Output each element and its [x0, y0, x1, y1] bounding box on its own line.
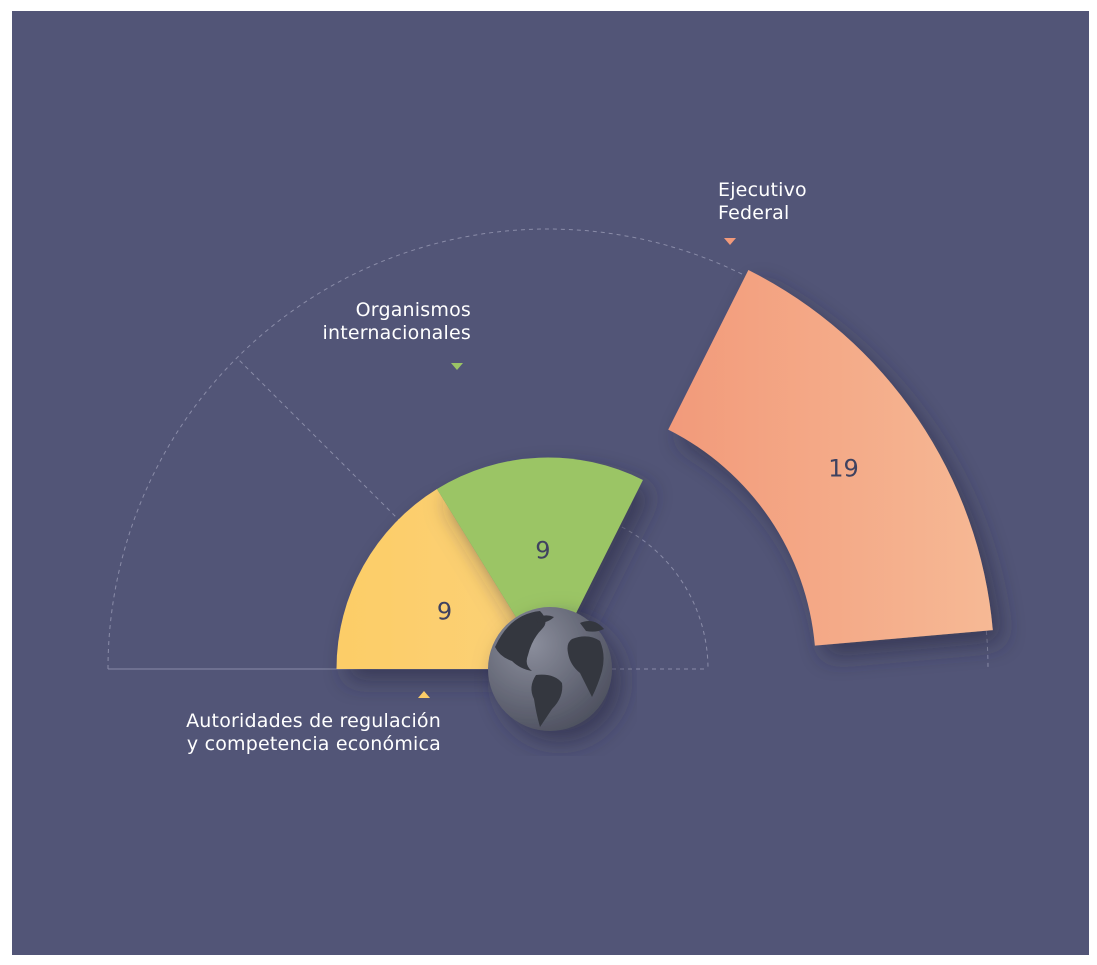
chart-values: 9 9 19: [437, 454, 859, 625]
label-pointer-ejecutivo: [724, 238, 736, 245]
value-label-1: 9: [437, 597, 452, 625]
value-label-3: 19: [828, 454, 859, 482]
sector-3: [668, 269, 993, 646]
label-pointer-autoridades: [418, 691, 430, 698]
continent-europe: [580, 621, 604, 632]
sector-2: [436, 457, 643, 669]
label-pointer-organismos: [451, 363, 463, 370]
continent-africa: [567, 636, 604, 697]
continent-south-america: [531, 674, 563, 727]
continent-north-america: [495, 611, 546, 671]
legend-label-organismos-internacionales: Organismos internacionales: [322, 299, 471, 344]
chart-sectors: [336, 269, 993, 669]
legend-label-autoridades-regulacion: Autoridades de regulación y competencia …: [186, 710, 441, 755]
legend-label-ejecutivo-federal: Ejecutivo Federal: [718, 179, 807, 224]
value-label-2: 9: [535, 537, 550, 565]
continent-greenland: [536, 615, 554, 623]
globe-icon: [488, 607, 612, 731]
sector-1: [336, 488, 548, 669]
